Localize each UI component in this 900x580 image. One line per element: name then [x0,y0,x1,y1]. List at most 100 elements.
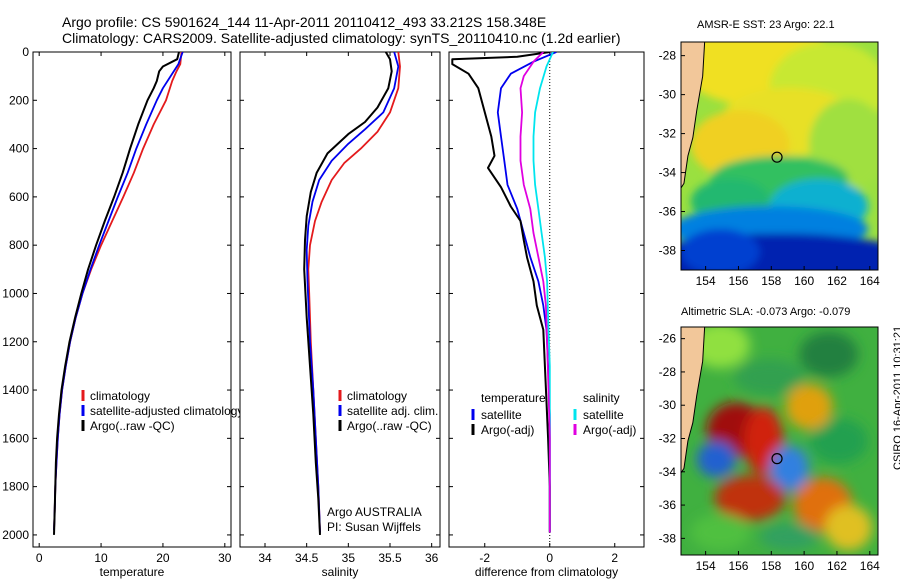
series-line-2 [303,52,393,535]
x-tick-label: 10 [94,551,108,565]
x-axis-label: difference from climatology [475,565,618,579]
map-y-tick-label: -34 [659,465,677,479]
y-tick-label: 400 [9,142,29,156]
map-y-tick-label: -38 [659,531,677,545]
map-x-tick-label: 162 [827,274,847,288]
legend-label: Argo(..raw -QC) [347,419,432,433]
map-x-tick-label: 156 [728,559,748,573]
map-blob [809,418,869,464]
y-tick-label: 800 [9,238,29,252]
x-tick-label: 0 [546,551,553,565]
map-blob [769,445,810,492]
y-tick-label: 2000 [2,528,29,542]
map-blob [696,441,737,478]
map-blobs [681,42,878,270]
panel-frame [239,51,441,548]
legend-label: satellite [481,408,522,422]
map-blob [824,504,873,551]
x-axis-label: temperature [100,565,165,579]
land-mass [681,42,705,188]
legend-label: satellite [583,408,624,422]
map-frame [680,326,879,556]
argo-annotation: Argo AUSTRALIA [327,505,422,519]
series-line-3 [519,52,551,533]
map-blob [681,228,760,270]
x-axis-label: salinity [322,565,359,579]
series-lines [53,52,184,535]
map-blob [799,331,859,378]
map-frame [680,41,879,271]
map-y-tick-label: -30 [659,88,677,102]
map-y-tick-label: -28 [659,365,677,379]
legend-label: Argo(..raw -QC) [90,419,175,433]
x-tick-label: 36 [425,551,439,565]
legend-label: climatology [90,389,150,403]
map-y-tick-label: -36 [659,498,677,512]
x-tick-label: 35.5 [378,551,402,565]
map-field [681,42,878,270]
coastline [681,42,706,189]
map-blob [690,327,750,369]
pi-annotation: PI: Susan Wijffels [327,520,421,534]
map-y-tick-label: -36 [659,205,677,219]
map-y-tick-label: -28 [659,49,677,63]
map-x-tick-label: 156 [728,274,748,288]
map-blob [759,523,819,551]
y-tick-label: 1000 [2,286,29,300]
x-tick-label: 35 [342,551,356,565]
map-blob [714,475,786,521]
map-x-tick-label: 154 [696,559,716,573]
y-tick-label: 1800 [2,480,29,494]
map-x-tick-label: 158 [761,559,781,573]
map-panel-4: 154 156 158 160 162 164 -26 -28 -30 -32 -34 -36 -38 [659,326,880,573]
profile-panel-1: 34 34.5 35 35.5 36 salinity climatologysatelli… [239,51,441,579]
x-tick-label: 20 [156,551,170,565]
legend-label: climatology [347,389,407,403]
x-tick-label: -2 [479,551,490,565]
legend-label: Argo(-adj) [481,423,534,437]
y-tick-label: 200 [9,93,29,107]
series-lines [303,52,401,535]
legend-label: satellite adj. clim. [347,404,438,418]
series-line-2 [53,52,180,535]
x-tick-label: 34.5 [295,551,319,565]
panel-frame [448,51,645,548]
sla-map-title: Altimetric SLA: -0.073 Argo: -0.079 [681,306,851,318]
map-blobs [690,327,873,551]
map-field [681,327,878,555]
x-tick-label: 34 [258,551,272,565]
map-x-tick-label: 160 [794,559,814,573]
map-blob [734,358,806,396]
series-line-1 [451,52,551,533]
panel-frame [32,51,232,548]
map-y-tick-label: -30 [659,398,677,412]
map-y-tick-label: -34 [659,166,677,180]
map-x-tick-label: 154 [696,274,716,288]
series-lines [451,52,557,533]
legend-label: Argo(-adj) [583,423,636,437]
y-tick-label: 1600 [2,431,29,445]
legend-group-title: salinity [583,391,620,405]
map-y-tick-label: -32 [659,127,677,141]
map-blob [690,513,750,551]
map-x-tick-label: 160 [794,274,814,288]
sst-map-title: AMSR-E SST: 23 Argo: 22.1 [697,19,835,31]
map-blob [785,384,833,430]
series-line-2 [532,52,554,533]
map-panel-3: 154 156 158 160 162 164 -28 -30 -32 -34 -36 -38 [659,41,880,288]
profile-panel-0: 0 10 20 30 0 200 400 600 800 1000 1200 1400 1600 1800… [2,45,243,579]
x-tick-label: 2 [611,551,618,565]
figure-title-line2: Climatology: CARS2009. Satellite-adjuste… [62,30,621,46]
y-tick-label: 1400 [2,383,29,397]
series-line-1 [305,52,400,533]
x-tick-label: 30 [218,551,232,565]
map-x-tick-label: 164 [860,559,880,573]
x-tick-label: 0 [36,551,43,565]
map-x-tick-label: 158 [761,274,781,288]
map-y-tick-label: -38 [659,244,677,258]
y-tick-label: 600 [9,190,29,204]
map-y-tick-label: -32 [659,432,677,446]
map-x-tick-label: 162 [827,559,847,573]
